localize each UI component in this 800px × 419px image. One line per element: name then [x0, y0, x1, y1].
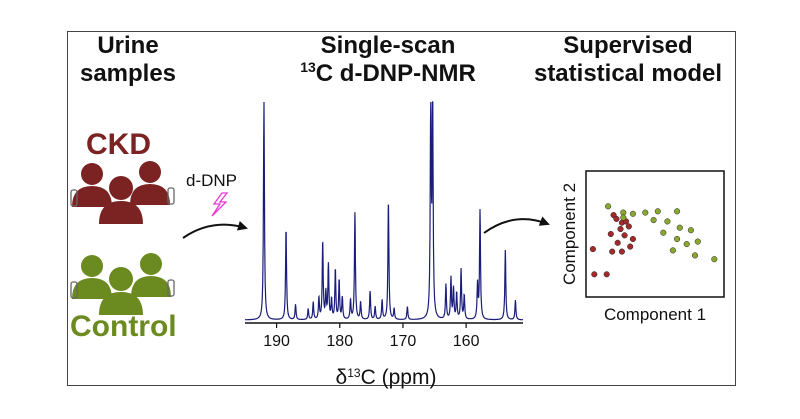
heading-supervised-model: Supervised statistical model	[520, 32, 736, 88]
scatter-point-ckd-8	[629, 235, 636, 243]
scatter-point-ckd-12	[627, 243, 634, 250]
scatter-point-ckd-4	[617, 225, 624, 233]
ckd-person-3	[99, 176, 143, 224]
scatter-frame	[585, 170, 725, 298]
scatter-point-ckd-1	[613, 215, 620, 222]
heading-scan-line1: Single-scan	[320, 32, 456, 59]
heading-model-line1: Supervised	[563, 32, 693, 59]
control-person-2	[131, 253, 171, 297]
heading-scan-line2: C d-DNP-NMR	[315, 60, 476, 87]
scatter-point-ckd-11	[618, 248, 625, 255]
scatter-point-ckd-9	[614, 239, 621, 246]
lightning-icon	[211, 192, 229, 217]
scatter-point-control-9	[660, 229, 667, 236]
scatter-point-control-5	[674, 208, 681, 215]
spectrum-x-label: δ13C (ppm)	[336, 366, 437, 389]
spectrum-tick-label-180: 180	[326, 333, 353, 350]
scatter-x-label: Component 1	[604, 305, 706, 324]
nmr-spectrum: 190 180 170 160 δ13C (ppm)	[244, 101, 524, 389]
spectrum-tick-label-190: 190	[263, 333, 290, 350]
ckd-label: CKD	[86, 128, 151, 161]
ckd-people-icon	[72, 161, 170, 224]
scatter-point-ckd-13	[589, 246, 596, 253]
scatter-point-control-0	[605, 203, 612, 210]
scatter-point-control-7	[664, 218, 671, 225]
scatter-point-ckd-7	[621, 232, 628, 239]
ckd-person-2	[130, 161, 170, 205]
ckd-tube-2	[167, 187, 175, 205]
heading-scan-superscript: 13	[300, 59, 316, 75]
control-sample-tubes	[70, 279, 175, 299]
figure-frame	[67, 31, 736, 386]
scatter-point-control-13	[694, 238, 701, 245]
scatter-point-control-14	[669, 247, 676, 254]
scatter-point-control-4	[654, 208, 661, 215]
ckd-sample-tubes	[70, 187, 175, 207]
spectrum-trace	[244, 101, 524, 321]
scatter-point-control-10	[687, 227, 694, 234]
scatter-point-control-15	[691, 252, 699, 259]
control-person-1	[72, 255, 112, 299]
ckd-person-1	[72, 163, 112, 207]
scatter-point-ckd-6	[607, 230, 614, 238]
control-tube-1	[70, 281, 78, 299]
scatter-point-control-11	[674, 235, 681, 243]
spectrum-tick-label-170: 170	[390, 333, 417, 350]
heading-urine-samples: Urine samples	[68, 32, 188, 88]
scatter-points	[589, 203, 718, 278]
arrow-to-model	[483, 216, 550, 234]
scatter-point-ckd-14	[591, 271, 598, 278]
control-tube-2	[167, 279, 175, 297]
scatter-plot: Component 1 Component 2	[560, 170, 725, 324]
spectrum-ticks: 190 180 170 160	[263, 323, 480, 350]
scatter-point-ckd-5	[625, 223, 632, 230]
heading-urine-line1: Urine	[97, 32, 159, 59]
heading-model-line2: statistical model	[533, 60, 723, 87]
arrow-ddnp-label: d-DNP	[186, 171, 238, 190]
control-person-3	[99, 267, 143, 315]
heading-single-scan: Single-scan 13C d-DNP-NMR	[268, 32, 508, 88]
scatter-point-control-8	[676, 224, 683, 231]
ckd-tube-1	[70, 189, 78, 207]
heading-urine-line2: samples	[79, 60, 177, 87]
spectrum-tick-label-160: 160	[453, 333, 480, 350]
scatter-point-control-2	[629, 210, 636, 217]
scatter-point-control-17	[620, 214, 627, 221]
arrow-to-spectrum	[182, 220, 248, 239]
scatter-point-ckd-15	[603, 271, 610, 278]
scatter-point-ckd-10	[609, 248, 616, 255]
control-label: Control	[70, 310, 177, 343]
scatter-point-control-3	[642, 209, 649, 216]
control-people-icon	[72, 253, 171, 315]
scatter-y-label: Component 2	[560, 183, 579, 285]
scatter-point-control-16	[711, 256, 718, 263]
scatter-point-control-12	[683, 241, 690, 248]
scatter-point-control-6	[650, 217, 657, 224]
